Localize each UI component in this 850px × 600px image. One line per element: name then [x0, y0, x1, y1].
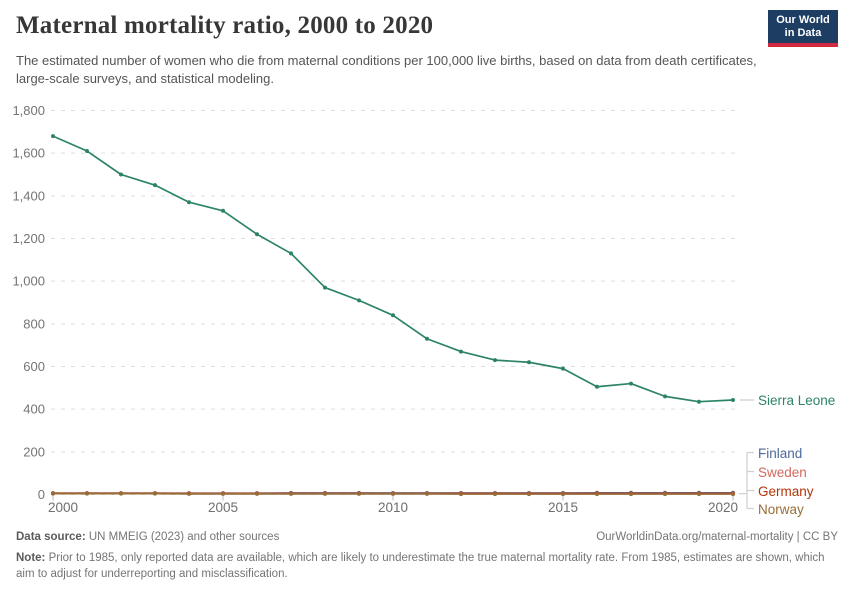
- series-point-norway[interactable]: [153, 491, 157, 496]
- owid-logo[interactable]: Our World in Data: [768, 10, 838, 47]
- legend-label-sierra-leone[interactable]: Sierra Leone: [758, 393, 835, 408]
- series-point-sierra-leone[interactable]: [459, 349, 463, 354]
- series-point-norway[interactable]: [731, 492, 735, 497]
- series-point-sierra-leone[interactable]: [425, 336, 429, 341]
- x-axis-tick-label: 2010: [378, 500, 408, 515]
- series-point-norway[interactable]: [357, 491, 361, 496]
- owid-logo-line2: in Data: [784, 26, 822, 39]
- series-point-norway[interactable]: [561, 492, 565, 497]
- legend-label-norway[interactable]: Norway: [758, 502, 804, 517]
- series-point-norway[interactable]: [663, 492, 667, 497]
- series-point-norway[interactable]: [391, 491, 395, 496]
- y-axis-tick-label: 1,400: [12, 188, 45, 203]
- x-axis-tick-label: 2000: [48, 500, 78, 515]
- series-point-sierra-leone[interactable]: [323, 285, 327, 290]
- series-point-sierra-leone[interactable]: [697, 399, 701, 404]
- series-point-sierra-leone[interactable]: [595, 384, 599, 389]
- series-point-norway[interactable]: [85, 491, 89, 496]
- legend-label-finland[interactable]: Finland: [758, 446, 802, 461]
- data-source: Data source: UN MMEIG (2023) and other s…: [16, 531, 279, 543]
- series-point-sierra-leone[interactable]: [119, 172, 123, 177]
- data-source-label: Data source:: [16, 531, 86, 543]
- series-point-sierra-leone[interactable]: [187, 200, 191, 205]
- y-axis-tick-label: 0: [38, 487, 45, 502]
- series-point-norway[interactable]: [629, 492, 633, 497]
- series-point-sierra-leone[interactable]: [85, 149, 89, 154]
- legend-label-sweden[interactable]: Sweden: [758, 465, 807, 480]
- note-label: Note:: [16, 552, 46, 564]
- series-point-norway[interactable]: [697, 492, 701, 497]
- series-point-sierra-leone[interactable]: [527, 360, 531, 365]
- series-point-norway[interactable]: [51, 491, 55, 496]
- y-axis-tick-label: 1,600: [12, 146, 45, 161]
- y-axis-tick-label: 800: [23, 316, 45, 331]
- series-point-sierra-leone[interactable]: [357, 298, 361, 303]
- series-point-norway[interactable]: [595, 492, 599, 497]
- y-axis-tick-label: 200: [23, 444, 45, 459]
- y-axis-tick-label: 600: [23, 359, 45, 374]
- series-point-norway[interactable]: [493, 492, 497, 497]
- series-point-norway[interactable]: [425, 491, 429, 496]
- series-point-norway[interactable]: [289, 491, 293, 496]
- series-point-sierra-leone[interactable]: [561, 366, 565, 371]
- y-axis-tick-label: 1,200: [12, 231, 45, 246]
- chart-subtitle: The estimated number of women who die fr…: [16, 53, 757, 86]
- series-point-norway[interactable]: [323, 491, 327, 496]
- owid-logo-line1: Our World: [776, 13, 830, 26]
- x-axis-tick-label: 2005: [208, 500, 238, 515]
- series-point-sierra-leone[interactable]: [51, 134, 55, 139]
- note-text: Prior to 1985, only reported data are av…: [16, 552, 825, 580]
- y-axis-tick-label: 400: [23, 402, 45, 417]
- series-point-sierra-leone[interactable]: [153, 183, 157, 188]
- series-point-norway[interactable]: [119, 491, 123, 496]
- y-axis-tick-label: 1,800: [12, 103, 45, 118]
- chart-note: Note: Prior to 1985, only reported data …: [16, 550, 826, 582]
- legend-label-germany[interactable]: Germany: [758, 484, 814, 499]
- series-point-norway[interactable]: [255, 491, 259, 496]
- series-point-sierra-leone[interactable]: [289, 251, 293, 256]
- series-point-sierra-leone[interactable]: [221, 208, 225, 213]
- chart-footer: Data source: UN MMEIG (2023) and other s…: [16, 531, 838, 582]
- series-point-sierra-leone[interactable]: [731, 397, 735, 402]
- x-axis-tick-label: 2020: [708, 500, 738, 515]
- page-title: Maternal mortality ratio, 2000 to 2020: [16, 12, 434, 39]
- owid-citation-link[interactable]: OurWorldinData.org/maternal-mortality | …: [596, 531, 838, 543]
- series-point-sierra-leone[interactable]: [629, 381, 633, 386]
- series-point-norway[interactable]: [527, 492, 531, 497]
- series-point-sierra-leone[interactable]: [255, 232, 259, 237]
- series-point-sierra-leone[interactable]: [663, 394, 667, 399]
- series-point-sierra-leone[interactable]: [391, 313, 395, 318]
- series-line-sierra-leone[interactable]: [52, 135, 734, 403]
- series-point-norway[interactable]: [221, 491, 225, 496]
- series-point-norway[interactable]: [187, 491, 191, 496]
- series-point-norway[interactable]: [459, 492, 463, 497]
- data-source-text: UN MMEIG (2023) and other sources: [85, 531, 280, 543]
- y-axis-tick-label: 1,000: [12, 274, 45, 289]
- x-axis-tick-label: 2015: [548, 500, 578, 515]
- series-point-sierra-leone[interactable]: [493, 358, 497, 363]
